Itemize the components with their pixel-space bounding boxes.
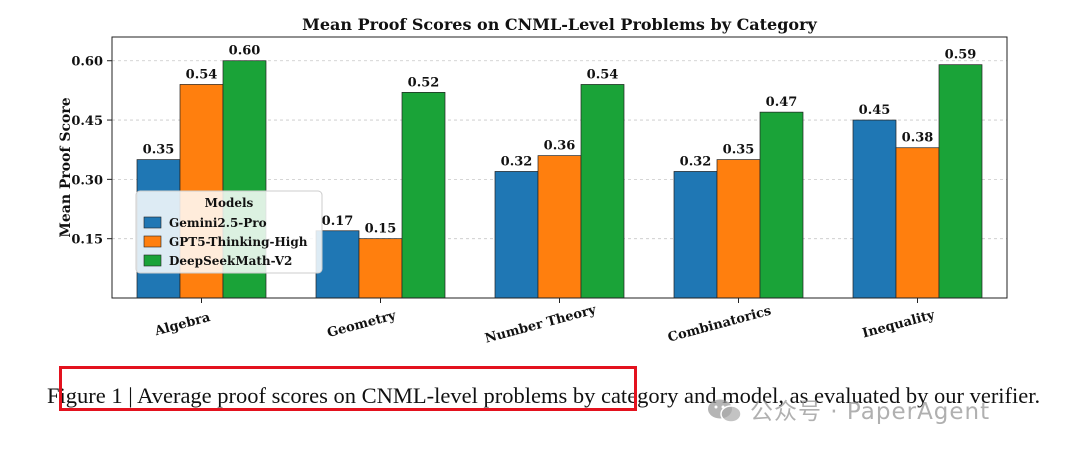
bar-value-label: 0.32 xyxy=(501,154,533,169)
legend-swatch xyxy=(143,254,162,267)
chart-container: Mean Proof Scores on CNML-Level Problems… xyxy=(58,15,1008,347)
bar xyxy=(852,119,897,299)
bar-value-label: 0.52 xyxy=(408,75,440,90)
bar-value-label: 0.17 xyxy=(322,214,354,229)
bar-chart: Mean Proof Scores on CNML-Level Problems… xyxy=(58,15,1008,347)
watermark-text: 公众号 · PaperAgent xyxy=(750,399,991,425)
plot-frame xyxy=(111,36,1008,299)
bar xyxy=(358,238,403,299)
x-tick-label: Number Theory xyxy=(483,302,598,346)
bar xyxy=(759,111,804,299)
y-tick-label: 0.45 xyxy=(71,114,103,129)
x-tick-label: Combinatorics xyxy=(666,304,773,346)
bar-value-label: 0.59 xyxy=(945,48,977,63)
bar-value-label: 0.36 xyxy=(544,139,576,154)
bar-value-label: 0.54 xyxy=(587,67,619,82)
wechat-icon xyxy=(708,399,742,423)
y-tick-label: 0.60 xyxy=(71,55,103,70)
bar xyxy=(580,84,625,299)
bar-value-label: 0.35 xyxy=(143,143,175,158)
bar xyxy=(494,171,539,299)
y-axis-label: Mean Proof Score xyxy=(58,97,74,237)
chart-title: Mean Proof Scores on CNML-Level Problems… xyxy=(302,15,817,34)
bar-value-label: 0.45 xyxy=(859,103,891,118)
bar-value-label: 0.54 xyxy=(186,67,218,82)
bar xyxy=(537,155,582,299)
bar xyxy=(673,171,718,299)
caption-highlight-box xyxy=(59,366,637,411)
x-tick-label: Inequality xyxy=(861,308,937,342)
bar-value-label: 0.60 xyxy=(229,44,261,59)
bar-value-label: 0.32 xyxy=(680,154,712,169)
legend-swatch xyxy=(143,216,162,229)
x-tick-label: Geometry xyxy=(326,308,398,341)
figure-caption: Figure 1 | Average proof scores on CNML-… xyxy=(47,383,1041,408)
bar xyxy=(938,64,983,299)
bar-value-label: 0.47 xyxy=(766,95,798,110)
legend-title: Models xyxy=(205,196,254,210)
bar xyxy=(716,159,761,299)
y-tick-label: 0.30 xyxy=(71,173,103,188)
legend-entry: GPT5-Thinking-High xyxy=(169,235,308,249)
bar-value-label: 0.38 xyxy=(902,131,934,146)
bar-value-label: 0.15 xyxy=(365,222,397,237)
bar xyxy=(895,147,940,299)
watermark: 公众号 · PaperAgent xyxy=(706,392,990,426)
bar xyxy=(401,92,446,299)
legend-entry: Gemini2.5-Pro xyxy=(169,216,267,230)
legend-swatch xyxy=(143,235,162,248)
x-tick-label: Algebra xyxy=(152,310,212,340)
legend-box xyxy=(135,190,323,274)
bar-value-label: 0.35 xyxy=(723,143,755,158)
y-tick-label: 0.15 xyxy=(71,233,103,248)
legend-entry: DeepSeekMath-V2 xyxy=(169,254,292,268)
